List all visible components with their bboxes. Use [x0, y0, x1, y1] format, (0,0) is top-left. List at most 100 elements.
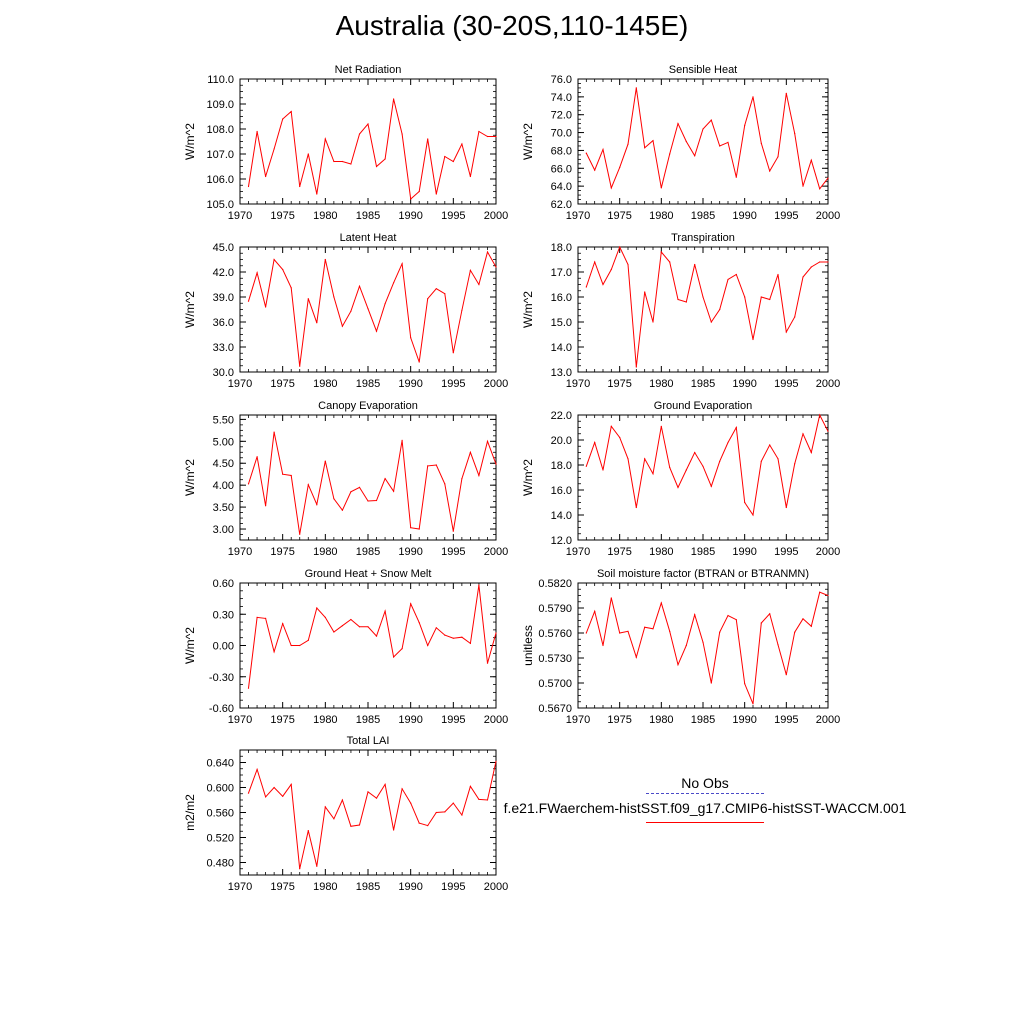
- data-point: [282, 795, 284, 797]
- x-tick-label: 1980: [649, 210, 673, 222]
- data-point: [610, 187, 612, 189]
- legend-obs-line: [646, 793, 764, 794]
- data-point: [777, 644, 779, 646]
- data-point: [602, 644, 604, 647]
- data-point: [384, 610, 386, 612]
- data-point: [367, 791, 369, 793]
- legend-case-label: f.e21.FWaerchem-histSST.f09_g17.CMIP6-hi…: [503, 800, 907, 816]
- chart-title: Sensible Heat: [669, 64, 738, 76]
- data-point: [752, 338, 754, 341]
- x-tick-label: 2000: [484, 546, 508, 558]
- x-tick-label: 1985: [356, 378, 380, 390]
- data-point: [760, 296, 762, 298]
- data-point: [819, 188, 821, 190]
- data-point: [393, 829, 395, 831]
- y-tick-label: 13.0: [551, 367, 572, 379]
- data-point: [435, 627, 437, 629]
- data-point: [375, 165, 378, 168]
- data-point: [777, 156, 779, 158]
- data-point: [452, 530, 454, 532]
- data-point: [435, 811, 437, 814]
- data-point: [401, 648, 403, 650]
- data-point: [694, 263, 696, 266]
- data-point: [341, 160, 343, 163]
- data-point: [418, 190, 420, 193]
- data-point: [341, 799, 343, 801]
- x-tick-label: 1995: [441, 378, 465, 390]
- y-tick-label: 4.50: [213, 458, 234, 470]
- data-point: [375, 499, 378, 502]
- data-point: [256, 616, 258, 619]
- y-tick-label: 107.0: [206, 149, 234, 161]
- y-tick-label: 74.0: [551, 92, 572, 104]
- data-point: [486, 799, 489, 801]
- data-point: [495, 760, 497, 762]
- data-point: [677, 298, 679, 301]
- data-point: [265, 617, 267, 620]
- data-point: [677, 486, 679, 489]
- data-point: [827, 430, 829, 432]
- data-point: [427, 644, 429, 647]
- y-tick-label: -0.60: [209, 703, 234, 715]
- data-point: [785, 506, 787, 509]
- y-tick-label: 45.0: [213, 242, 234, 254]
- data-point: [324, 616, 326, 619]
- data-point: [810, 266, 812, 268]
- x-tick-label: 1990: [398, 378, 422, 390]
- series-line: [248, 761, 497, 869]
- data-point: [769, 170, 771, 172]
- x-tick-label: 1980: [649, 546, 673, 558]
- data-point: [752, 703, 754, 705]
- data-point: [610, 268, 612, 271]
- y-tick-label: 14.0: [551, 342, 572, 354]
- data-point: [341, 625, 343, 627]
- data-point: [486, 135, 489, 138]
- data-point: [375, 797, 378, 799]
- x-tick-label: 1970: [566, 210, 590, 222]
- data-point: [452, 352, 454, 354]
- data-point: [660, 602, 662, 604]
- data-point: [727, 278, 729, 281]
- data-point: [619, 436, 621, 439]
- data-point: [358, 626, 361, 628]
- y-tick-label: 70.0: [551, 128, 572, 140]
- data-point: [660, 187, 662, 189]
- data-point: [819, 261, 821, 263]
- x-tick-label: 2000: [816, 378, 840, 390]
- data-point: [256, 768, 258, 771]
- data-point: [469, 785, 471, 787]
- data-point: [794, 316, 796, 318]
- data-point: [810, 451, 812, 454]
- data-point: [486, 440, 489, 442]
- data-point: [594, 610, 596, 612]
- y-tick-label: 16.0: [551, 485, 572, 497]
- data-point: [350, 163, 352, 165]
- data-point: [247, 792, 250, 794]
- data-point: [710, 682, 712, 684]
- chart-title: Ground Evaporation: [654, 400, 752, 412]
- plot-frame: [239, 78, 497, 205]
- data-point: [256, 130, 258, 133]
- data-point: [644, 626, 646, 628]
- data-point: [299, 644, 301, 647]
- chart-panel-5: 1970 1975 1980 1985 1990 1995 2000 12.0 14.0 16.0…: [521, 400, 840, 558]
- series-line: [248, 98, 496, 200]
- data-point: [585, 152, 587, 154]
- data-point: [794, 631, 796, 633]
- x-tick-label: 1990: [732, 714, 756, 726]
- data-point: [627, 143, 629, 145]
- data-point: [333, 160, 335, 163]
- x-tick-label: 1975: [607, 210, 631, 222]
- data-point: [669, 466, 671, 469]
- x-tick-label: 1990: [398, 210, 422, 222]
- data-point: [307, 298, 309, 300]
- data-point: [282, 473, 284, 475]
- data-point: [802, 276, 804, 278]
- data-point: [785, 92, 787, 94]
- data-point: [486, 251, 489, 253]
- data-point: [452, 802, 454, 804]
- y-tick-label: 5.50: [213, 414, 234, 426]
- data-point: [610, 597, 612, 599]
- y-tick-label: 68.0: [551, 145, 572, 157]
- data-point: [384, 158, 386, 160]
